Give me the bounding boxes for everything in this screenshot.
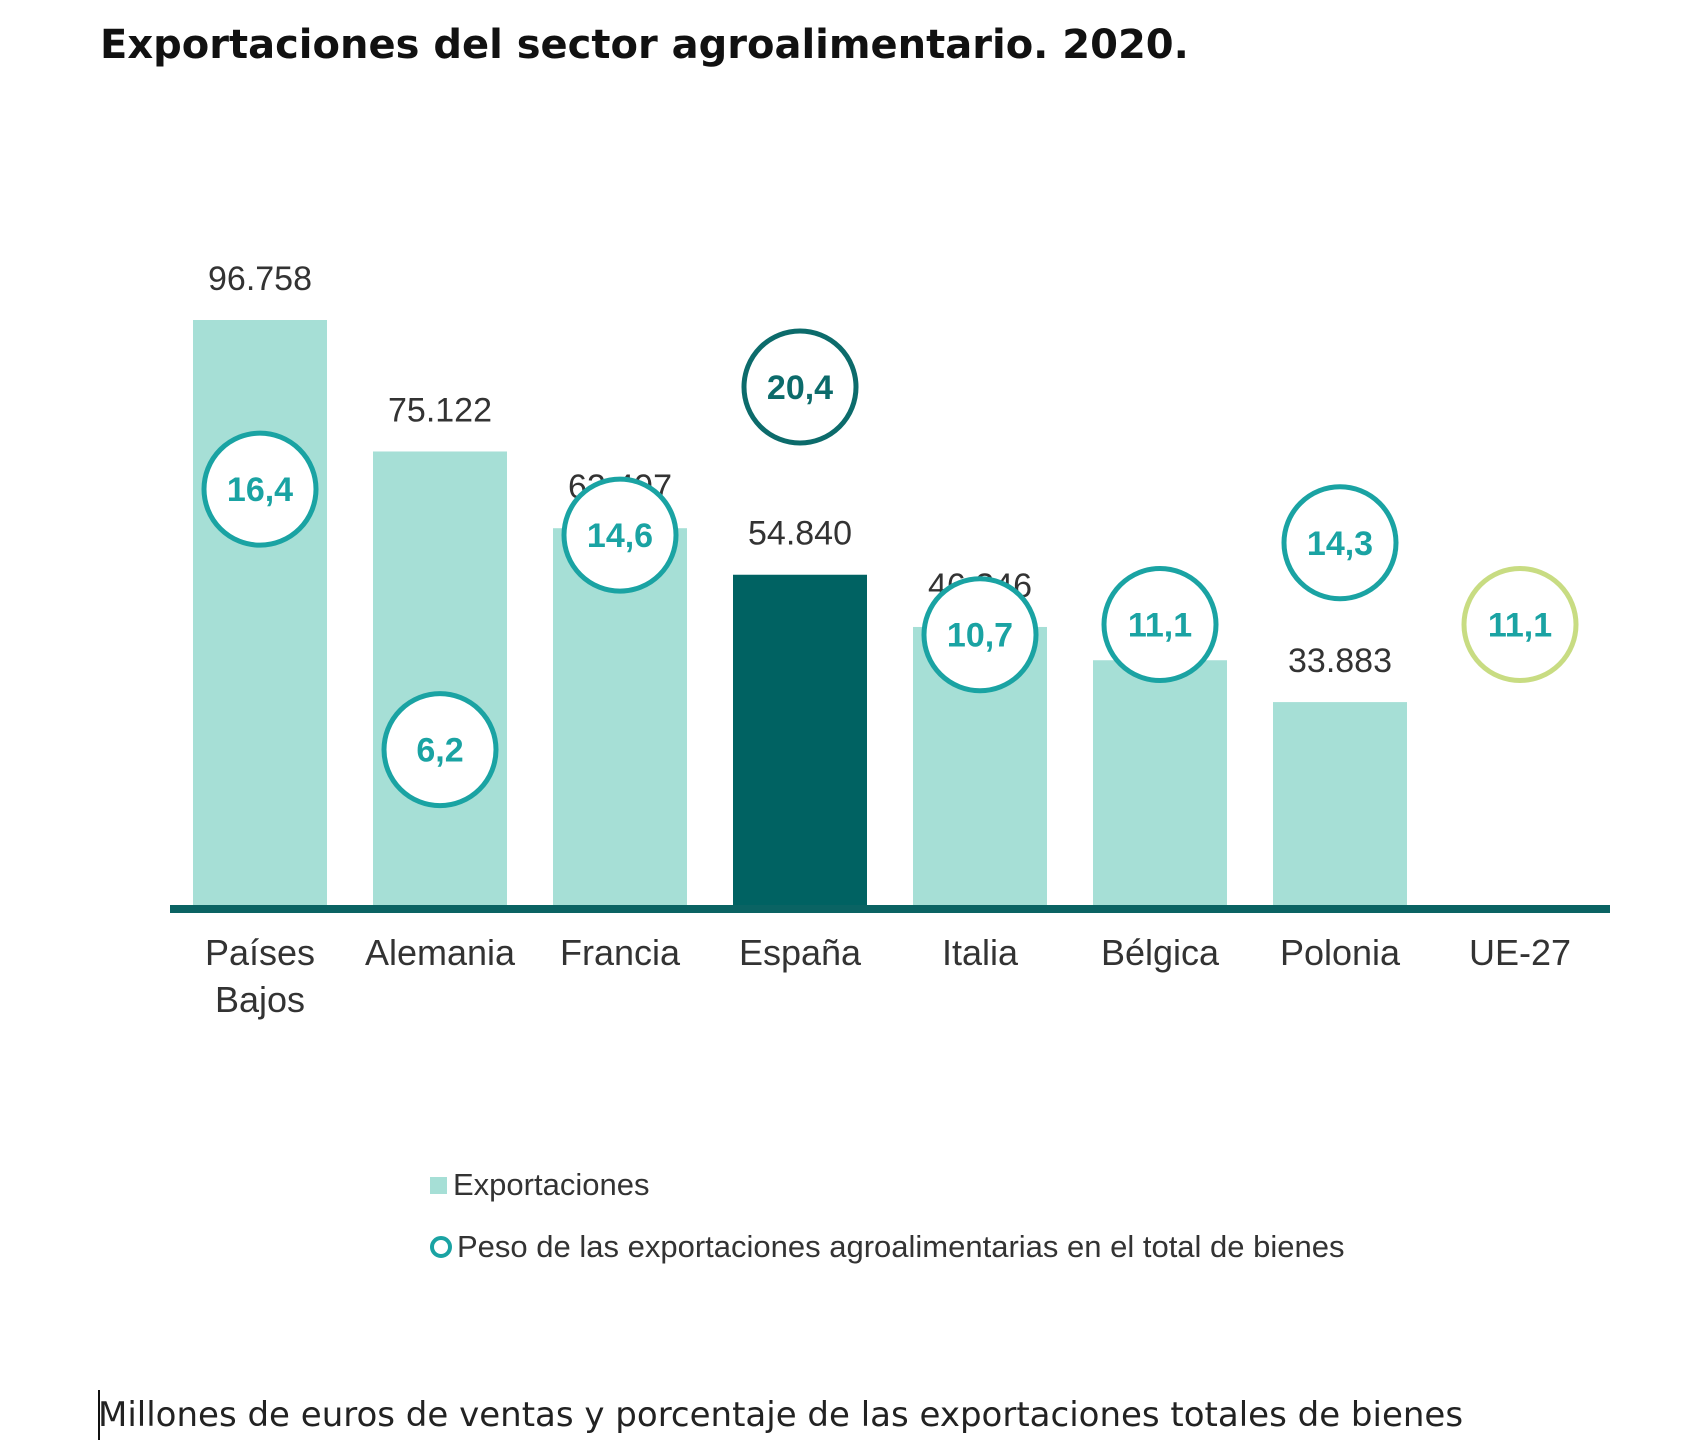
bar-alemania: [373, 451, 507, 908]
legend: Exportaciones Peso de las exportaciones …: [430, 1165, 1345, 1289]
bar-value-label-alemania: 75.122: [388, 391, 492, 429]
category-label-francia: Francia: [560, 932, 681, 973]
category-label-italia: Italia: [942, 932, 1019, 973]
share-marker-alemania: [381, 691, 499, 809]
bar-value-label-polonia: 33.883: [1288, 642, 1392, 680]
share-value-label-bélgica: 11,1: [1128, 607, 1192, 645]
bar-españa: [733, 574, 867, 908]
share-marker-francia: [561, 476, 679, 594]
legend-circle-swatch: [430, 1236, 452, 1258]
share-marker-españa: [741, 328, 859, 446]
category-label-ue-27: UE-27: [1469, 932, 1571, 973]
share-value-label-polonia: 14,3: [1307, 525, 1373, 563]
share-marker-bélgica: [1101, 566, 1219, 684]
share-value-label-españa: 20,4: [767, 369, 833, 407]
text-cursor: [98, 1390, 100, 1440]
legend-label-exportaciones: Exportaciones: [453, 1167, 650, 1202]
share-marker-países-bajos: [201, 430, 319, 548]
category-label-polonia: Polonia: [1280, 932, 1401, 973]
share-marker-italia: [921, 576, 1039, 694]
chart-caption: Millones de euros de ventas y porcentaje…: [98, 1395, 1464, 1435]
share-value-label-italia: 10,7: [947, 617, 1013, 655]
bar-países-bajos: [193, 320, 327, 908]
bar-chart: 96.758PaísesBajos75.122Alemania62.497Fra…: [170, 260, 1610, 1020]
bar-polonia: [1273, 702, 1407, 908]
category-label-alemania: Alemania: [365, 932, 516, 973]
x-axis-line: [170, 905, 1610, 913]
share-value-label-países-bajos: 16,4: [227, 471, 293, 509]
share-marker-ue-27: [1461, 566, 1579, 684]
category-label-españa: España: [739, 932, 862, 973]
bar-value-label-países-bajos: 96.758: [208, 260, 312, 298]
category-label-países-bajos-line2: Bajos: [215, 979, 305, 1020]
legend-bar-swatch: [430, 1176, 447, 1194]
share-value-label-ue-27: 11,1: [1488, 607, 1552, 645]
bar-bélgica: [1093, 660, 1227, 908]
legend-label-peso: Peso de las exportaciones agroalimentari…: [457, 1229, 1345, 1264]
share-marker-polonia: [1281, 484, 1399, 602]
share-value-label-alemania: 6,2: [416, 732, 463, 770]
category-label-bélgica: Bélgica: [1101, 932, 1220, 973]
chart-title: Exportaciones del sector agroalimentario…: [100, 22, 1189, 68]
share-value-label-francia: 14,6: [587, 517, 653, 555]
legend-item-exportaciones: Exportaciones: [430, 1165, 1345, 1205]
legend-item-peso: Peso de las exportaciones agroalimentari…: [430, 1227, 1345, 1267]
category-label-países-bajos-line1: Países: [205, 932, 315, 973]
bar-value-label-españa: 54.840: [748, 515, 852, 553]
